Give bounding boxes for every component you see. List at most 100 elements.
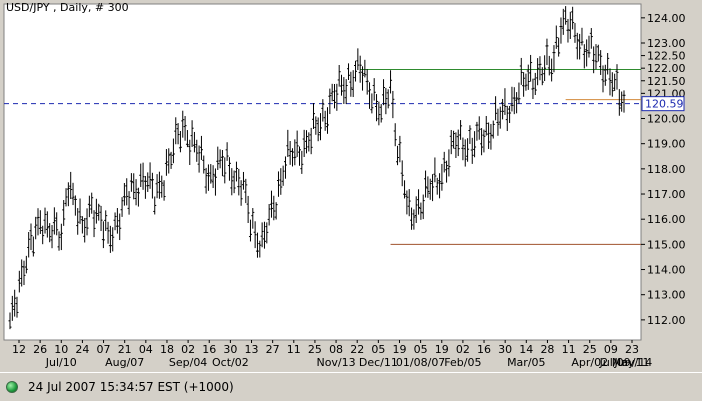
ohlc-bar (15, 296, 19, 318)
x-tick-label: 30 (223, 343, 237, 356)
ohlc-bar (129, 173, 133, 192)
x-month-label: Mar/05 (507, 356, 545, 369)
ohlc-bar (445, 160, 449, 183)
ohlc-bar (314, 116, 318, 135)
ohlc-bar (330, 83, 334, 102)
x-tick-label: 16 (202, 343, 216, 356)
ohlc-bar (276, 171, 280, 197)
x-month-label: Sep/04 (169, 356, 207, 369)
ohlc-bar (36, 208, 40, 236)
ohlc-bar (496, 108, 500, 136)
ohlc-bar (157, 171, 161, 199)
ohlc-bar (272, 195, 276, 221)
ohlc-bar (190, 120, 194, 147)
ohlc-bar (510, 86, 514, 112)
ohlc-bar (613, 73, 617, 92)
ohlc-bar (83, 217, 87, 243)
ohlc-bar (213, 168, 217, 196)
y-tick-label: 121.50 (647, 75, 686, 88)
ohlc-bar (503, 88, 507, 115)
ohlc-bar (456, 129, 460, 157)
ohlc-bar (24, 255, 28, 274)
ohlc-bar (417, 189, 421, 215)
ohlc-bar (431, 174, 435, 202)
ohlc-bar (304, 130, 308, 154)
ohlc-bar (227, 157, 231, 181)
ohlc-bar (501, 98, 505, 120)
ohlc-bar (592, 46, 596, 74)
ohlc-bar (274, 202, 278, 220)
ohlc-bar (585, 39, 589, 67)
ohlc-bar (237, 168, 241, 196)
ohlc-bar (38, 210, 42, 234)
ohlc-bar (386, 89, 390, 109)
ohlc-bar (118, 213, 122, 241)
ohlc-bar (94, 198, 98, 224)
ohlc-bar (279, 168, 283, 195)
ohlc-bar (522, 72, 526, 97)
ohlc-bar (216, 146, 220, 170)
ohlc-bar (575, 32, 579, 60)
ohlc-bar (561, 8, 565, 35)
ohlc-bar (148, 162, 152, 189)
ohlc-bar (223, 157, 227, 184)
ohlc-bar (202, 155, 206, 174)
ohlc-bar (267, 204, 271, 226)
ohlc-bar (370, 93, 374, 114)
x-tick-label: 10 (54, 343, 68, 356)
ohlc-bar (293, 139, 297, 166)
ohlc-bar (466, 138, 470, 162)
ohlc-bar (545, 38, 549, 66)
ohlc-bar (239, 180, 243, 206)
ohlc-bar (440, 163, 444, 191)
x-tick-label: 02 (181, 343, 195, 356)
ohlc-bar (50, 225, 54, 249)
ohlc-bar (587, 35, 591, 58)
ohlc-bar (601, 65, 605, 93)
ohlc-bar (155, 174, 159, 199)
x-month-label: Feb/05 (444, 356, 481, 369)
ohlc-bar (552, 45, 556, 73)
ohlc-bar (115, 208, 119, 234)
ohlc-bar (78, 198, 82, 224)
y-tick-label: 116.00 (647, 213, 686, 226)
x-tick-label: 23 (625, 343, 639, 356)
ohlc-bar (127, 191, 131, 215)
x-tick-label: 28 (540, 343, 554, 356)
y-tick-label: 124.00 (647, 12, 686, 25)
x-tick-label: 14 (519, 343, 533, 356)
ohlc-bar (197, 145, 201, 173)
x-tick-label: 22 (350, 343, 364, 356)
ohlc-bar (379, 104, 383, 123)
ohlc-bar (55, 212, 59, 236)
ohlc-bar (244, 178, 248, 204)
ohlc-bar (195, 139, 199, 162)
ohlc-bar (536, 58, 540, 86)
y-tick-label: 122.00 (647, 62, 686, 75)
x-tick-label: 27 (266, 343, 280, 356)
x-tick-label: 21 (118, 343, 132, 356)
ohlc-bar (482, 129, 486, 153)
ohlc-bar (377, 101, 381, 126)
ohlc-bar (398, 135, 402, 163)
ohlc-bar (529, 54, 533, 82)
ohlc-bar (573, 23, 577, 43)
ohlc-bar (76, 208, 80, 235)
ohlc-bar (43, 207, 47, 234)
ohlc-bar (396, 145, 400, 166)
ohlc-bar (433, 157, 437, 183)
ohlc-bar (29, 223, 33, 251)
ohlc-bar (27, 231, 31, 258)
ohlc-bar (389, 70, 393, 94)
y-tick-label: 117.00 (647, 188, 686, 201)
ohlc-bar (199, 135, 203, 160)
ohlc-bar (211, 165, 215, 189)
ohlc-bar (578, 33, 582, 60)
ohlc-bar (17, 270, 21, 293)
ohlc-bar (106, 221, 110, 244)
x-month-label: Dec/11 (359, 356, 398, 369)
ohlc-bar (132, 173, 136, 200)
ohlc-bar (582, 44, 586, 69)
ohlc-bar (442, 151, 446, 173)
